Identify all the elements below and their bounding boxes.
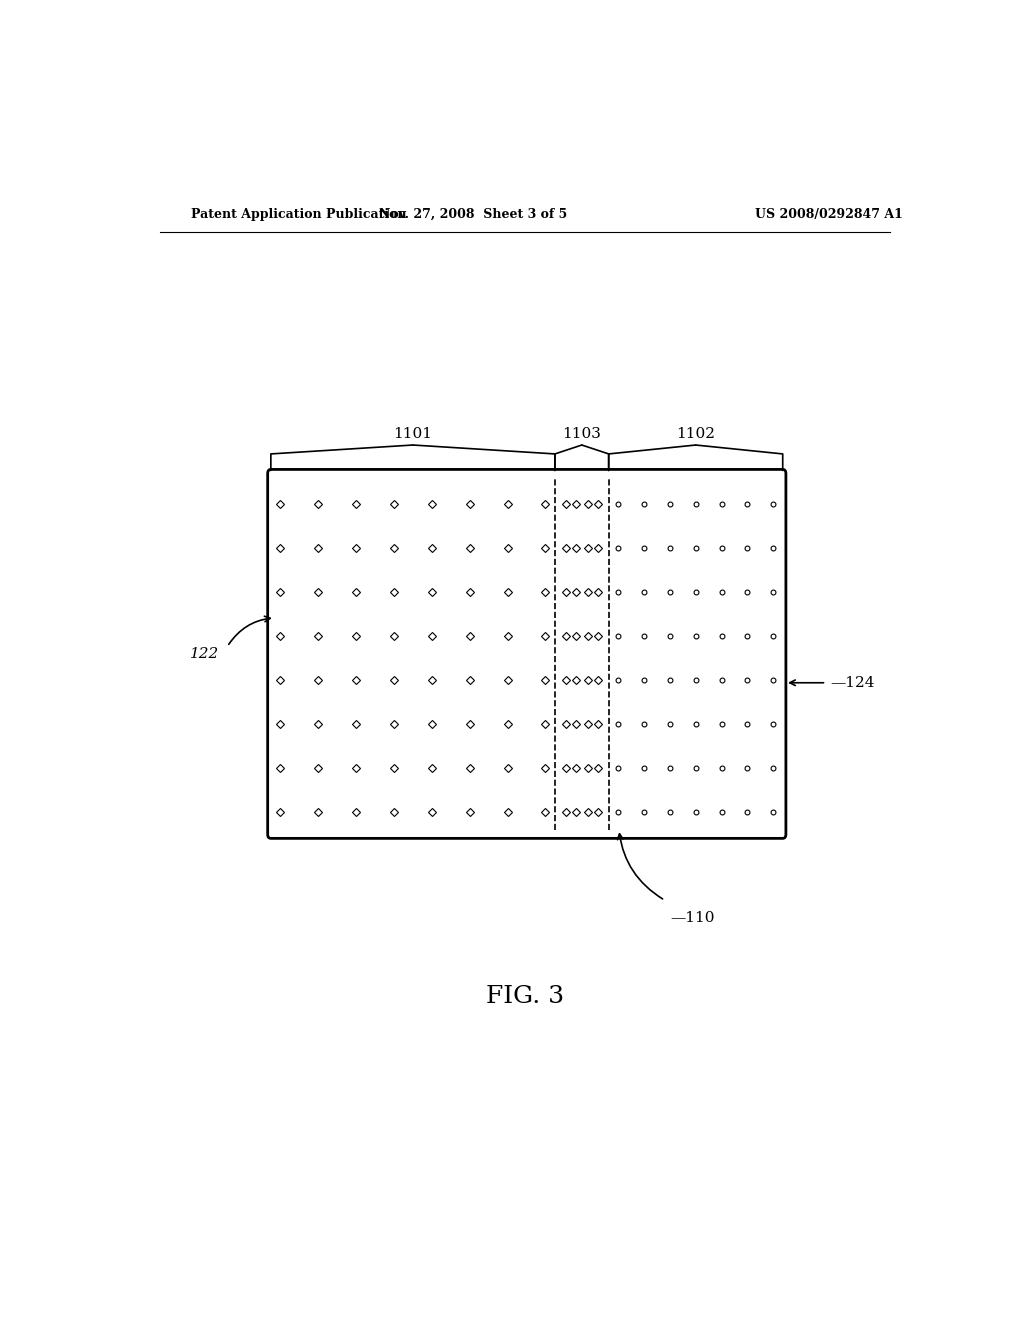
- Text: —124: —124: [830, 676, 874, 690]
- Text: 1101: 1101: [393, 426, 432, 441]
- Text: 122: 122: [190, 647, 219, 661]
- Text: 1102: 1102: [676, 426, 715, 441]
- Text: Nov. 27, 2008  Sheet 3 of 5: Nov. 27, 2008 Sheet 3 of 5: [379, 207, 567, 220]
- Text: —110: —110: [670, 911, 715, 924]
- Text: Patent Application Publication: Patent Application Publication: [191, 207, 407, 220]
- Text: 1103: 1103: [562, 426, 601, 441]
- Text: FIG. 3: FIG. 3: [485, 986, 564, 1008]
- Text: US 2008/0292847 A1: US 2008/0292847 A1: [755, 207, 903, 220]
- FancyBboxPatch shape: [267, 470, 785, 838]
